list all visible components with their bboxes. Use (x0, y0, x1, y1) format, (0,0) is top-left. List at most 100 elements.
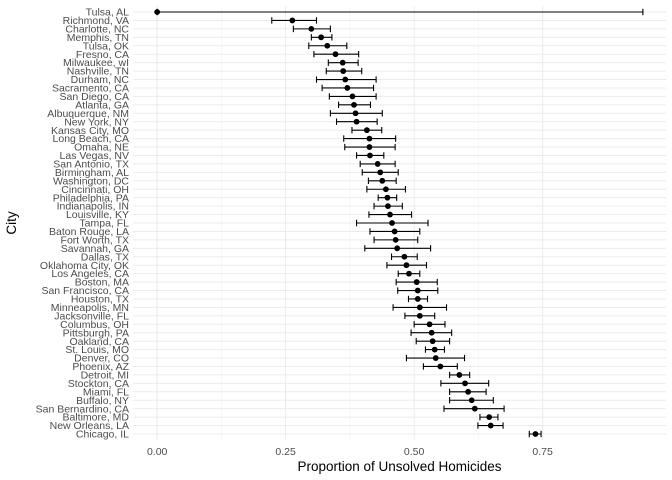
y-tick-label: Savannah, GA (61, 243, 129, 255)
y-tick-label: Columbus, OH (60, 319, 129, 331)
y-tick-label: Richmond, VA (63, 15, 129, 27)
y-tick-label: Charlotte, NC (65, 23, 129, 35)
estimate-point (532, 431, 539, 437)
estimate-point (384, 194, 391, 201)
y-tick-label: Milwaukee, wI (63, 57, 129, 69)
y-tick-label: Kansas City, MO (51, 125, 129, 137)
y-tick-label: New Orleans, LA (50, 420, 129, 432)
x-tick-label: 0.25 (275, 446, 296, 458)
x-tick-label: 0.50 (404, 446, 425, 458)
estimate-points (154, 9, 539, 437)
y-tick-label: New York, NY (64, 116, 129, 128)
y-tick-label: Tulsa, OK (83, 40, 129, 52)
y-tick-label: Nashville, TN (67, 66, 129, 78)
estimate-point (318, 34, 325, 41)
estimate-point (487, 422, 494, 429)
estimate-point (486, 414, 493, 421)
y-tick-label: Fort Worth, TX (61, 234, 129, 246)
estimate-point (414, 287, 421, 294)
y-axis-title: City (4, 211, 19, 234)
estimate-point (416, 312, 423, 319)
estimate-point (289, 17, 296, 24)
estimate-point (363, 127, 370, 134)
y-tick-label: Las Vegas, NV (60, 150, 129, 162)
y-tick-label: Cincinnati, OH (61, 184, 129, 196)
y-tick-label: San Bernardino, CA (36, 403, 129, 415)
y-tick-label: Fresno, CA (76, 49, 129, 61)
y-tick-label: Denver, CO (74, 353, 129, 365)
error-bar (156, 8, 644, 16)
y-tick-label: Albuquerque, NM (47, 108, 129, 120)
x-tick-label: 0.00 (147, 446, 168, 458)
estimate-point (437, 363, 444, 370)
estimate-point (377, 169, 384, 176)
estimate-point (401, 253, 408, 260)
estimate-point (332, 51, 339, 58)
estimate-point (468, 397, 475, 404)
estimate-point (471, 405, 478, 412)
y-tick-label: San Antonio, TX (53, 159, 129, 171)
estimate-point (308, 25, 315, 32)
y-tick-label: San Francisco, CA (41, 285, 129, 297)
y-tick-label: Washington, DC (53, 175, 129, 187)
estimate-point (340, 68, 347, 74)
y-tick-label: Phoenix, AZ (72, 361, 129, 373)
estimate-point (349, 93, 356, 100)
estimate-point (344, 85, 351, 91)
y-tick-label: Baltimore, MD (62, 412, 129, 424)
y-tick-label: Durham, NC (71, 74, 130, 86)
estimate-point (385, 203, 391, 210)
estimate-point (429, 338, 436, 345)
y-tick-label: Stockton, CA (68, 378, 129, 390)
estimate-point (403, 262, 410, 269)
y-tick-label: Louisville, KY (66, 209, 129, 221)
y-tick-label: Memphis, TN (67, 32, 129, 44)
y-tick-label: Omaha, NE (74, 142, 129, 154)
estimate-point (382, 186, 389, 193)
estimate-point (416, 304, 423, 311)
estimate-point (379, 177, 386, 184)
estimate-point (366, 144, 373, 150)
estimate-point (413, 279, 420, 285)
x-axis-tick-labels: 0.00 0.25 0.50 0.75 (147, 446, 553, 458)
y-tick-label: Houston, TX (71, 294, 129, 306)
y-tick-label: Sacramento, CA (52, 83, 129, 95)
estimate-point (426, 321, 433, 328)
y-tick-label: Oakland, CA (69, 336, 129, 348)
estimate-point (432, 355, 439, 361)
y-tick-label: San Diego, CA (60, 91, 129, 103)
y-tick-label: Minneapolis, MN (51, 302, 129, 314)
estimate-point (374, 161, 381, 167)
estimate-point (353, 118, 360, 125)
estimate-point (414, 296, 421, 302)
y-tick-label: Buffalo, NY (76, 395, 129, 407)
y-tick-label: Tampa, FL (79, 218, 129, 230)
x-tick-label: 0.75 (532, 446, 553, 458)
y-tick-label: Miami, FL (83, 386, 129, 398)
y-tick-label: Boston, MA (75, 277, 129, 289)
y-tick-label: Jacksonville, FL (54, 310, 129, 322)
estimate-point (389, 220, 395, 226)
y-tick-label: Long Beach, CA (53, 133, 129, 145)
estimate-point (154, 9, 161, 15)
y-tick-label: Pittsburgh, PA (63, 327, 129, 339)
y-tick-label: Indianapolis, IN (57, 201, 129, 213)
y-tick-label: Los Angeles, CA (51, 268, 129, 280)
y-tick-label: Tulsa, AL (86, 7, 130, 19)
y-tick-label: Dallas, TX (81, 251, 129, 263)
estimate-point (367, 152, 373, 159)
estimate-point (465, 388, 472, 395)
estimate-point (456, 372, 463, 378)
estimate-point (462, 380, 468, 387)
x-axis-title: Proportion of Unsolved Homicides (297, 459, 501, 474)
y-tick-label: Birmingham, AL (55, 167, 129, 179)
estimate-point (366, 135, 373, 142)
y-tick-label: Detroit, MI (81, 370, 129, 382)
y-tick-label: Philadelphia, PA (53, 192, 129, 204)
y-tick-label: Oklahoma City, OK (40, 260, 129, 272)
estimate-point (339, 59, 346, 66)
y-tick-label: Atlanta, GA (75, 99, 129, 111)
estimate-point (351, 101, 357, 108)
estimate-point (394, 245, 401, 252)
